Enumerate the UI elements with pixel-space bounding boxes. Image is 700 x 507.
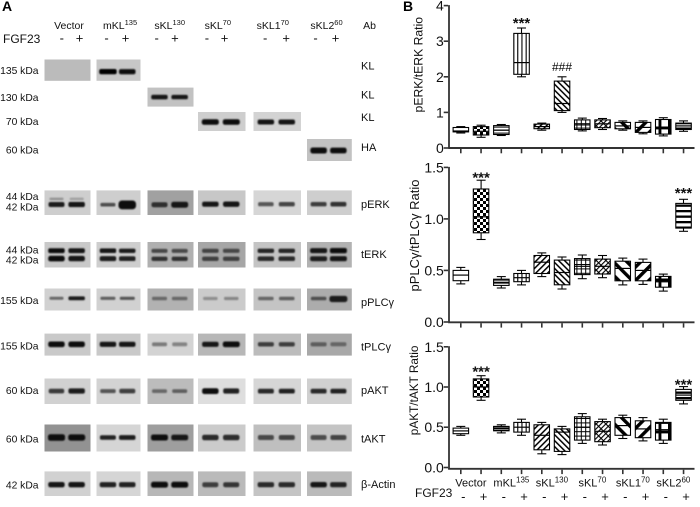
svg-text:4: 4 <box>436 0 444 14</box>
svg-text:+: + <box>682 489 690 504</box>
svg-text:-: - <box>461 489 465 504</box>
svg-text:+: + <box>601 489 609 504</box>
svg-text:44 kDa: 44 kDa <box>6 246 39 257</box>
svg-text:-: - <box>623 489 627 504</box>
svg-text:-: - <box>542 489 546 504</box>
svg-text:1.0: 1.0 <box>424 211 444 227</box>
svg-text:***: *** <box>675 377 693 394</box>
svg-text:tAKT: tAKT <box>361 434 386 446</box>
svg-text:1: 1 <box>436 104 444 120</box>
svg-text:***: *** <box>472 364 490 381</box>
svg-text:2: 2 <box>436 69 444 85</box>
svg-text:+: + <box>282 31 290 46</box>
svg-text:1.5: 1.5 <box>424 339 444 355</box>
svg-text:FGF23: FGF23 <box>415 486 453 500</box>
svg-text:Ab: Ab <box>363 20 376 32</box>
svg-text:-: - <box>313 31 317 46</box>
svg-text:0.5: 0.5 <box>424 419 444 435</box>
svg-text:0.5: 0.5 <box>424 262 444 278</box>
svg-text:-: - <box>583 489 587 504</box>
svg-text:pAKT: pAKT <box>361 385 389 397</box>
svg-text:+: + <box>332 31 340 46</box>
svg-text:KL: KL <box>361 90 374 102</box>
svg-text:pAKT/tAKT Ratio: pAKT/tAKT Ratio <box>407 345 421 435</box>
svg-text:155 kDa: 155 kDa <box>0 341 39 352</box>
svg-text:β-Actin: β-Actin <box>361 479 395 491</box>
svg-text:70 kDa: 70 kDa <box>6 117 39 128</box>
svg-text:60 kDa: 60 kDa <box>6 146 39 157</box>
svg-text:B: B <box>403 0 413 14</box>
svg-text:42 kDa: 42 kDa <box>6 203 39 214</box>
svg-text:+: + <box>561 489 569 504</box>
svg-text:0.0: 0.0 <box>424 460 444 476</box>
svg-text:155 kDa: 155 kDa <box>0 296 39 307</box>
svg-text:FGF23: FGF23 <box>3 32 41 46</box>
svg-text:tERK: tERK <box>361 249 387 261</box>
svg-text:-: - <box>205 31 209 46</box>
svg-text:-: - <box>664 489 668 504</box>
svg-text:60 kDa: 60 kDa <box>6 435 39 446</box>
svg-text:0: 0 <box>436 140 444 156</box>
svg-text:-: - <box>155 31 159 46</box>
svg-text:+: + <box>520 489 528 504</box>
svg-text:+: + <box>642 489 650 504</box>
svg-text:-: - <box>104 31 108 46</box>
svg-text:44 kDa: 44 kDa <box>6 192 39 203</box>
svg-text:+: + <box>480 489 488 504</box>
svg-text:***: *** <box>472 169 490 186</box>
svg-text:+: + <box>122 31 130 46</box>
svg-text:HA: HA <box>361 142 377 154</box>
svg-text:pPLCγ: pPLCγ <box>361 297 395 309</box>
svg-text:-: - <box>502 489 506 504</box>
svg-text:***: *** <box>675 185 693 202</box>
svg-text:KL: KL <box>361 112 374 124</box>
svg-text:+: + <box>76 31 84 46</box>
svg-text:0.0: 0.0 <box>424 314 444 330</box>
svg-text:###: ### <box>552 60 572 74</box>
svg-text:3: 3 <box>436 33 444 49</box>
svg-text:pPLCγ/tPLCγ Ratio: pPLCγ/tPLCγ Ratio <box>407 180 422 292</box>
svg-text:pERK/tERK Ratio: pERK/tERK Ratio <box>412 17 426 113</box>
svg-text:+: + <box>221 31 229 46</box>
svg-text:1.5: 1.5 <box>424 159 444 175</box>
svg-text:42 kDa: 42 kDa <box>6 481 39 492</box>
svg-text:135 kDa: 135 kDa <box>0 66 39 77</box>
svg-text:KL: KL <box>361 61 374 73</box>
svg-text:-: - <box>263 31 267 46</box>
svg-text:Vector: Vector <box>54 20 84 32</box>
svg-text:A: A <box>2 0 12 14</box>
svg-text:tPLCγ: tPLCγ <box>361 342 391 354</box>
svg-text:42 kDa: 42 kDa <box>6 256 39 267</box>
svg-text:60 kDa: 60 kDa <box>6 386 39 397</box>
svg-text:1.0: 1.0 <box>424 379 444 395</box>
svg-text:130 kDa: 130 kDa <box>0 93 39 104</box>
svg-text:+: + <box>171 31 179 46</box>
svg-text:-: - <box>60 31 64 46</box>
svg-text:pERK: pERK <box>361 199 390 211</box>
svg-text:Vector: Vector <box>455 478 487 490</box>
svg-text:***: *** <box>513 15 531 32</box>
